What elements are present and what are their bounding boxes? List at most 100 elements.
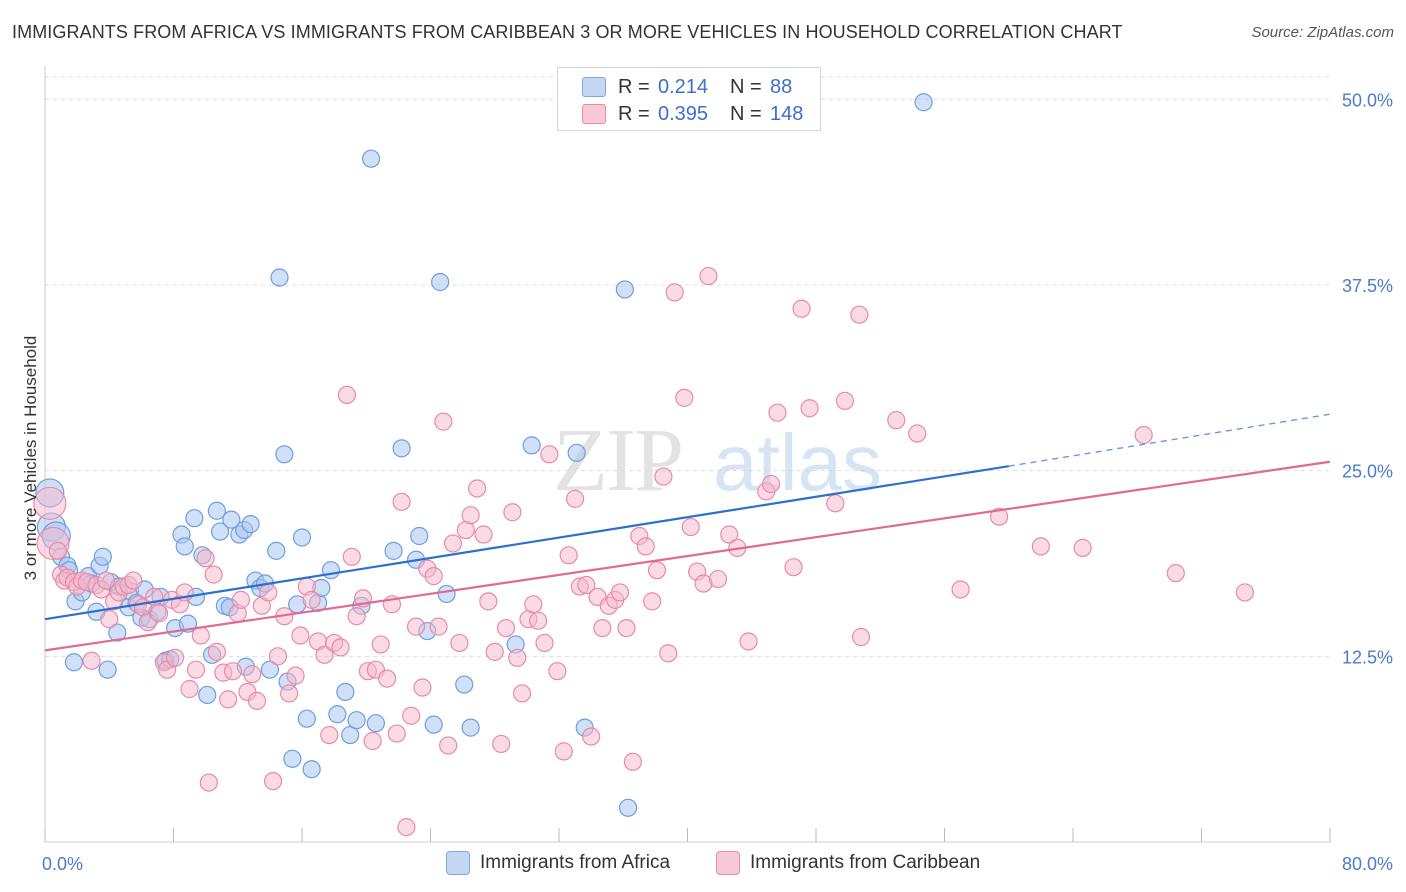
africa-point: [210, 522, 230, 541]
axes-layer: [44, 66, 1331, 843]
caribbean-point: [291, 626, 310, 645]
bottom-legend-swatch-caribbean: [716, 851, 740, 875]
caribbean-point: [835, 391, 855, 410]
trend-layer: [44, 413, 1331, 652]
caribbean-point: [792, 299, 811, 318]
africa-point: [108, 623, 127, 642]
caribbean-point: [1235, 583, 1254, 602]
africa-point: [93, 547, 112, 566]
caribbean-point: [406, 617, 426, 636]
africa-trendline: [44, 465, 1009, 621]
africa-point: [283, 749, 302, 768]
tick-layer: 12.5% 25.0% 37.5% 50.0% 0.0% 80.0%: [42, 90, 1393, 874]
africa-point: [366, 714, 385, 733]
caribbean-point: [659, 644, 678, 663]
caribbean-point: [302, 590, 321, 609]
caribbean-point: [826, 494, 845, 513]
y-axis-title: 3 or more Vehicles in Household: [21, 336, 40, 581]
caribbean-point: [124, 571, 143, 590]
caribbean-point: [337, 385, 357, 404]
caribbean-point: [636, 537, 655, 556]
caribbean-point: [474, 525, 493, 544]
caribbean-point: [149, 604, 169, 623]
africa-point: [64, 653, 84, 672]
caribbean-point: [623, 752, 642, 771]
caribbean-point: [647, 561, 667, 580]
bottom-legend-label-africa: Immigrants from Africa: [480, 852, 671, 873]
legend-r-value: 0.214: [658, 75, 709, 98]
caribbean-point: [654, 467, 673, 486]
legend-n-label: N =: [730, 75, 762, 98]
caribbean-point: [223, 662, 243, 681]
caribbean-point: [186, 660, 206, 679]
caribbean-point: [387, 724, 406, 743]
caribbean-point: [363, 731, 382, 751]
caribbean-point: [467, 479, 487, 498]
caribbean-point: [887, 411, 906, 430]
caribbean-points: [33, 266, 1254, 837]
caribbean-point: [565, 489, 585, 508]
caribbean-point: [784, 558, 803, 577]
caribbean-point: [512, 684, 532, 703]
africa-point: [328, 705, 347, 724]
caribbean-point: [378, 669, 397, 688]
correlation-legend: R = 0.214 N = 88 R = 0.395 N = 148: [557, 67, 821, 131]
caribbean-point: [582, 727, 601, 746]
caribbean-point: [166, 648, 185, 667]
legend-row-caribbean: R = 0.395 N = 148: [582, 102, 803, 126]
caribbean-point: [331, 638, 350, 657]
caribbean-point: [219, 690, 238, 709]
caribbean-point: [1073, 538, 1092, 557]
legend-swatch-africa: [582, 77, 606, 97]
caribbean-point: [199, 773, 218, 792]
africa-point: [615, 280, 634, 299]
caribbean-point: [315, 645, 334, 664]
caribbean-point: [450, 633, 469, 653]
caribbean-point: [559, 546, 578, 565]
africa-point: [437, 584, 456, 604]
africa-point: [347, 711, 366, 730]
caribbean-point: [540, 445, 559, 464]
caribbean-point: [33, 486, 67, 520]
caribbean-point: [342, 547, 361, 566]
bottom-legend-africa: Immigrants from Africa: [446, 851, 670, 875]
caribbean-point: [800, 399, 819, 418]
caribbean-point: [280, 684, 299, 703]
africa-point: [618, 798, 638, 817]
caribbean-point: [554, 742, 573, 761]
caribbean-point: [439, 736, 458, 755]
caribbean-point: [708, 569, 728, 589]
caribbean-point: [100, 610, 119, 629]
africa-point: [260, 660, 279, 679]
caribbean-point: [593, 618, 612, 638]
caribbean-point: [643, 592, 662, 611]
africa-point: [275, 445, 294, 464]
africa-point: [175, 537, 194, 556]
caribbean-point: [665, 283, 684, 302]
africa-point: [241, 515, 260, 534]
caribbean-point: [180, 679, 199, 699]
caribbean-point: [617, 618, 636, 638]
caribbean-point: [207, 642, 226, 661]
caribbean-point: [196, 549, 215, 568]
caribbean-point: [529, 611, 548, 630]
caribbean-point: [461, 506, 480, 525]
africa-point: [567, 443, 586, 462]
caribbean-point: [243, 665, 262, 684]
africa-point: [914, 93, 933, 112]
caribbean-point: [48, 541, 67, 560]
bottom-legend-caribbean: Immigrants from Caribbean: [716, 851, 980, 875]
caribbean-point: [443, 534, 463, 553]
caribbean-point: [413, 678, 432, 697]
africa-point: [198, 685, 217, 705]
caribbean-point: [429, 617, 448, 636]
caribbean-point: [247, 691, 267, 710]
caribbean-point: [761, 474, 781, 494]
y-tick-label: 25.0%: [1342, 462, 1393, 482]
africa-point: [410, 526, 429, 546]
caribbean-point: [851, 627, 871, 647]
legend-r-label: R =: [618, 75, 650, 98]
africa-point: [336, 682, 355, 702]
legend-swatch-caribbean: [582, 104, 606, 124]
caribbean-point: [610, 583, 630, 602]
